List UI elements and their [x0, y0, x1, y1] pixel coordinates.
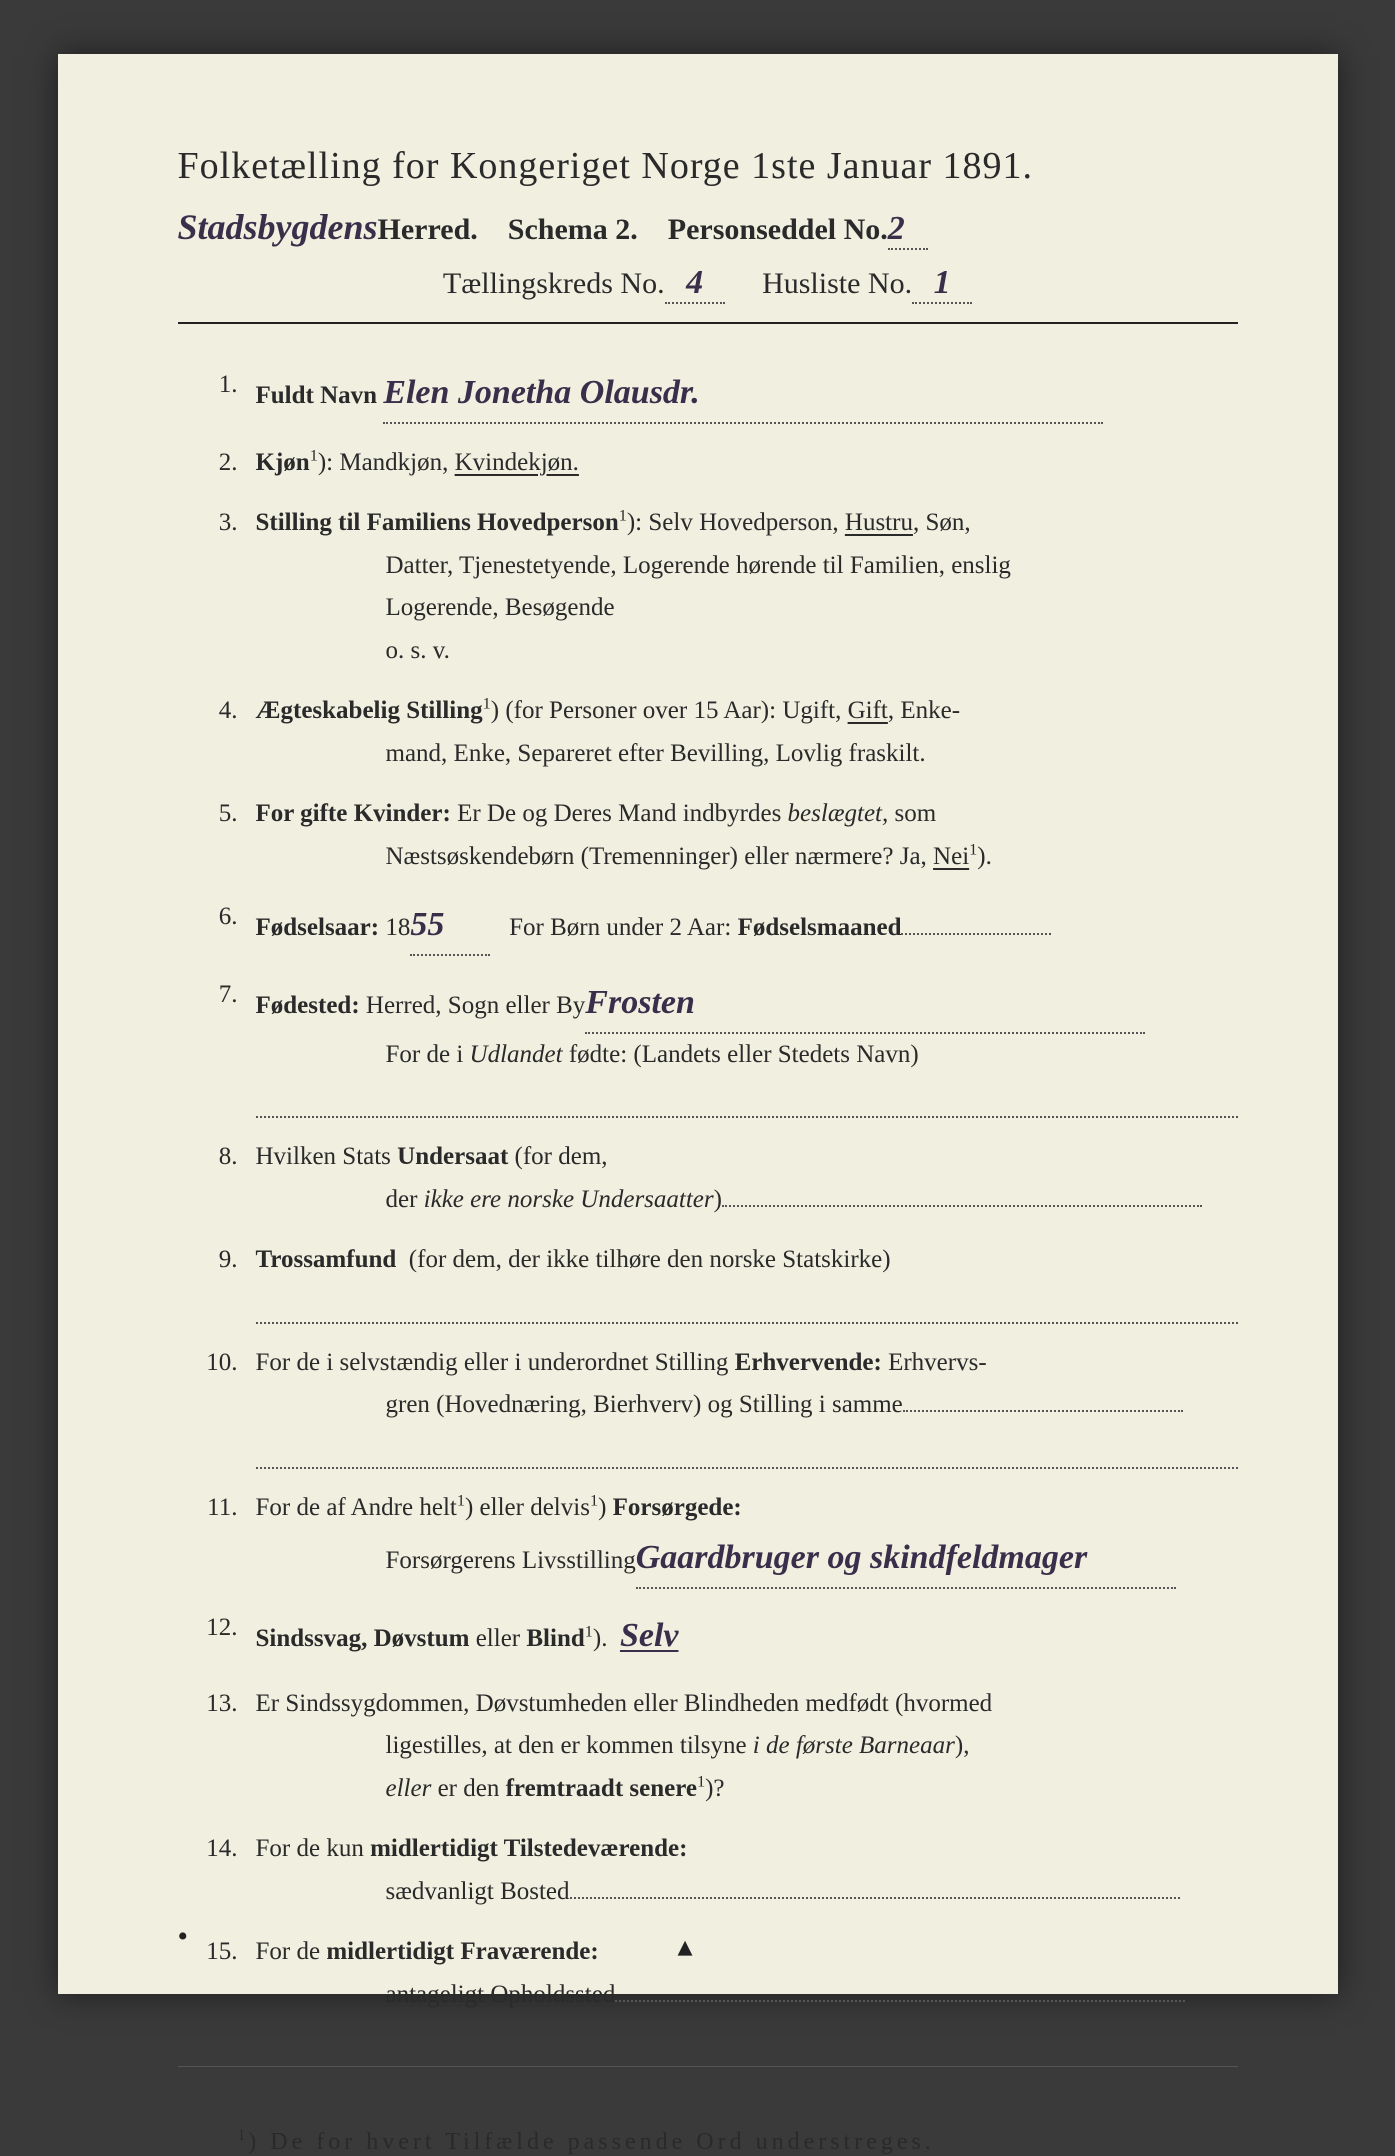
item-num: 15. [178, 1931, 256, 2016]
item-1: 1. Fuldt Navn Elen Jonetha Olausdr. [178, 364, 1238, 424]
blank-line [256, 1427, 1238, 1469]
label-trossamfund: Trossamfund [256, 1246, 397, 1273]
item-8: 8. Hvilken Stats Undersaat (for dem, der… [178, 1136, 1238, 1221]
item-7: 7. Fødested: Herred, Sogn eller ByFroste… [178, 974, 1238, 1118]
kreds-line: Tællingskreds No. 4 Husliste No. 1 [178, 264, 1238, 304]
item-15: 15. For de midlertidigt Fraværende: anta… [178, 1931, 1238, 2016]
herred-handwritten: Stadsbygdens [178, 207, 378, 247]
footnote-rule [178, 2066, 1238, 2067]
label-gifte-kvinder: For gifte Kvinder: [256, 800, 451, 827]
item-num: 10. [178, 1342, 256, 1469]
item-11: 11. For de af Andre helt1) eller delvis1… [178, 1487, 1238, 1589]
item-5: 5. For gifte Kvinder: Er De og Deres Man… [178, 793, 1238, 878]
item-6: 6. Fødselsaar: 1855 For Børn under 2 Aar… [178, 896, 1238, 956]
schema-label: Schema 2. [508, 213, 638, 246]
ink-dot: • [178, 1920, 189, 1954]
item-num: 2. [178, 442, 256, 485]
text-nei: Nei [933, 843, 969, 870]
herred-label: Herred. [378, 213, 478, 246]
text-hustru: Hustru [845, 509, 913, 536]
text-gift: Gift [848, 697, 888, 724]
item-2: 2. Kjøn1): Mandkjøn, Kvindekjøn. [178, 442, 1238, 485]
text-kvindekjon: Kvindekjøn. [455, 449, 579, 476]
husliste-label: Husliste No. [762, 267, 912, 300]
blank-line [256, 1282, 1238, 1324]
footnote: 1) De for hvert Tilfælde passende Ord un… [178, 2127, 1238, 2156]
item-14: 14. For de kun midlertidigt Tilstedevære… [178, 1828, 1238, 1913]
item-num: 12. [178, 1607, 256, 1665]
label-fuldt-navn: Fuldt Navn [256, 382, 378, 409]
blank-line [256, 1076, 1238, 1118]
label-fodested: Fødested: [256, 992, 360, 1019]
label-stilling: Stilling til Familiens Hovedperson [256, 509, 619, 536]
item-num: 3. [178, 502, 256, 672]
text-mandkjon: Mandkjøn, [339, 449, 448, 476]
census-form-page: Folketælling for Kongeriget Norge 1ste J… [58, 54, 1338, 1994]
value-year: 55 [410, 906, 444, 943]
item-num: 11. [178, 1487, 256, 1589]
item-3: 3. Stilling til Familiens Hovedperson1):… [178, 502, 1238, 672]
header-rule [178, 322, 1238, 324]
personseddel-no: 2 [888, 210, 905, 247]
item-num: 9. [178, 1239, 256, 1324]
item-13: 13. Er Sindssygdommen, Døvstumheden elle… [178, 1683, 1238, 1811]
husliste-no: 1 [934, 264, 951, 301]
item-num: 13. [178, 1683, 256, 1811]
item-12: 12. Sindssvag, Døvstum eller Blind1). Se… [178, 1607, 1238, 1665]
item-num: 6. [178, 896, 256, 956]
kreds-label: Tællingskreds No. [443, 267, 665, 300]
item-9: 9. Trossamfund (for dem, der ikke tilhør… [178, 1239, 1238, 1324]
item-num: 1. [178, 364, 256, 424]
kreds-no: 4 [686, 264, 703, 301]
form-items: 1. Fuldt Navn Elen Jonetha Olausdr. 2. K… [178, 364, 1238, 2016]
item-num: 7. [178, 974, 256, 1118]
value-livsstilling: Gaardbruger og skindfeldmager [636, 1539, 1087, 1576]
herred-line: StadsbygdensHerred. Schema 2. Personsedd… [178, 206, 1238, 250]
item-num: 14. [178, 1828, 256, 1913]
main-title: Folketælling for Kongeriget Norge 1ste J… [178, 144, 1238, 188]
label-aegteskab: Ægteskabelig Stilling [256, 697, 483, 724]
item-4: 4. Ægteskabelig Stilling1) (for Personer… [178, 690, 1238, 775]
item-num: 4. [178, 690, 256, 775]
item-num: 8. [178, 1136, 256, 1221]
value-fodested: Frosten [585, 984, 695, 1021]
personseddel-label: Personseddel No. [668, 213, 888, 246]
ink-dot: ▴ [678, 1929, 693, 1964]
item-10: 10. For de i selvstændig eller i underor… [178, 1342, 1238, 1469]
value-sindssvag: Selv [620, 1617, 679, 1654]
value-name: Elen Jonetha Olausdr. [383, 374, 699, 411]
item-num: 5. [178, 793, 256, 878]
label-fodselsaar: Fødselsaar: [256, 914, 380, 941]
label-kjon: Kjøn [256, 449, 310, 476]
form-header: Folketælling for Kongeriget Norge 1ste J… [178, 144, 1238, 324]
